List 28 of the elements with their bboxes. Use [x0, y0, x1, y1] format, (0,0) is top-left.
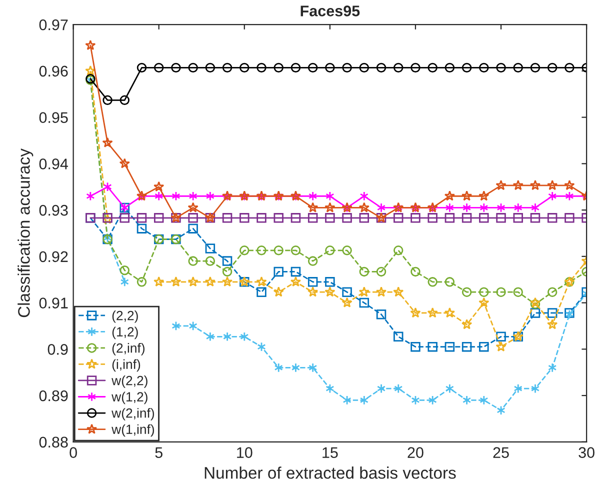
x-tick-label: 20: [408, 447, 424, 458]
x-tick-label: 10: [237, 447, 252, 458]
legend-label: w(1,inf): [112, 424, 154, 437]
y-tick-label: 0.88: [39, 436, 68, 448]
x-axis-title: Number of extracted basis vectors: [204, 466, 456, 479]
y-axis-title: Classification accuracy: [18, 148, 34, 318]
y-tick-label: 0.95: [39, 112, 68, 123]
legend-label: (i,inf): [112, 359, 140, 372]
chart-title: Faces95: [300, 6, 360, 16]
x-tick-label: 0: [70, 447, 77, 458]
legend-label: (1,2): [112, 326, 138, 340]
y-tick-label: 0.94: [39, 158, 68, 170]
y-tick-label: 0.9: [48, 344, 68, 355]
x-tick-label: 30: [578, 447, 594, 458]
legend-label: w(1,2): [112, 392, 148, 404]
x-tick-label: 15: [322, 447, 338, 458]
y-tick-label: 0.93: [39, 204, 68, 216]
y-tick-label: 0.97: [39, 19, 68, 30]
x-tick-label: 5: [155, 447, 162, 458]
y-tick-label: 0.92: [39, 251, 68, 262]
legend-label: w(2,inf): [112, 408, 154, 420]
x-tick-label: 25: [493, 447, 509, 458]
legend-label: (2,2): [112, 310, 138, 323]
legend-label: (2,inf): [112, 343, 144, 356]
y-tick-label: 0.96: [39, 66, 68, 77]
y-tick-label: 0.91: [39, 298, 68, 308]
legend-label: w(2,2): [112, 376, 148, 388]
y-tick-label: 0.89: [39, 390, 68, 402]
